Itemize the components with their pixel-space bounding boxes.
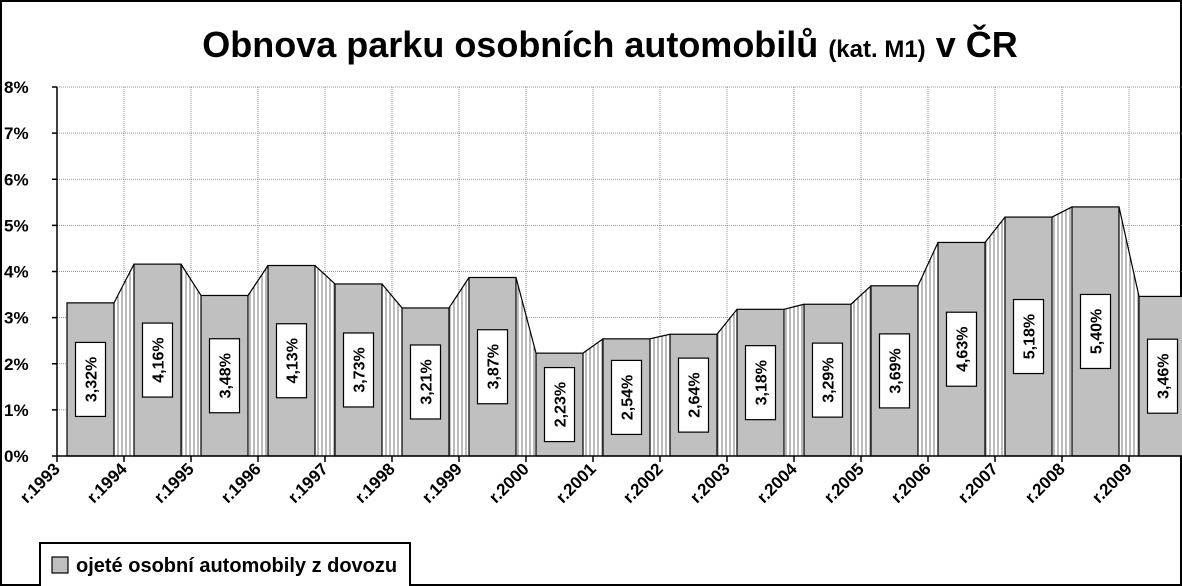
series-line xyxy=(448,277,470,309)
value-label-box xyxy=(141,322,174,398)
value-label-box xyxy=(1012,298,1045,375)
value-label-box xyxy=(610,359,643,436)
bar xyxy=(200,294,249,457)
series-line xyxy=(515,277,537,354)
value-label: 3,48% xyxy=(218,353,235,398)
gap-fill xyxy=(1119,206,1139,456)
gap-fill xyxy=(985,217,1005,456)
value-label: 2,23% xyxy=(553,382,570,427)
gap-fill xyxy=(851,285,871,456)
series-line xyxy=(649,333,671,340)
gap-fill xyxy=(650,334,670,456)
value-label: 5,40% xyxy=(1089,309,1106,354)
legend-box xyxy=(39,542,411,586)
y-tick-label: 1% xyxy=(4,401,29,420)
value-label: 3,29% xyxy=(821,357,838,402)
series-line xyxy=(381,283,403,309)
title-main: Obnova parku osobních automobilů xyxy=(202,24,818,65)
value-label-box xyxy=(744,345,777,421)
series-line xyxy=(716,308,738,335)
value-label: 2,64% xyxy=(687,372,704,417)
gap-fill xyxy=(918,242,938,456)
value-label-box xyxy=(74,341,107,418)
value-label-box xyxy=(342,332,375,408)
gap-fill xyxy=(516,277,536,456)
y-tick-label: 5% xyxy=(4,216,29,235)
series-line xyxy=(180,263,202,296)
value-label: 4,63% xyxy=(955,327,972,372)
value-label-box xyxy=(543,366,576,443)
series-line xyxy=(314,265,336,285)
y-tick-label: 7% xyxy=(4,124,29,143)
y-tick-label: 2% xyxy=(4,355,29,374)
gap-fill xyxy=(248,265,268,456)
value-label-box xyxy=(275,323,308,399)
series-line xyxy=(783,303,805,310)
y-tick-label: 4% xyxy=(4,263,29,282)
series-line xyxy=(1118,206,1140,297)
gap-fill xyxy=(114,264,134,456)
legend-swatch xyxy=(51,556,69,574)
value-label-box xyxy=(677,357,710,433)
gap-fill xyxy=(181,264,201,456)
value-label: 3,69% xyxy=(888,348,905,393)
series-line xyxy=(1051,206,1073,218)
y-tick-label: 8% xyxy=(4,78,29,97)
value-label: 3,18% xyxy=(754,360,771,405)
gap-fill xyxy=(784,304,804,456)
value-label-box xyxy=(208,338,241,414)
gap-fill xyxy=(583,338,603,456)
y-tick-label: 3% xyxy=(4,309,29,328)
title-note: (kat. M1) xyxy=(828,36,925,63)
gap-fill xyxy=(382,283,402,456)
series-line xyxy=(850,285,872,305)
value-label: 4,13% xyxy=(285,338,302,383)
legend-label: ojeté osobní automobily z dovozu xyxy=(76,555,397,577)
series-line xyxy=(984,216,1006,243)
y-tick-label: 0% xyxy=(4,447,29,466)
series-line xyxy=(247,265,269,296)
value-label-box xyxy=(409,344,442,420)
plot-area: 0%1%2%3%4%5%6%7%8%3,32%r.19934,16%r.1994… xyxy=(4,78,1182,507)
gap-fill xyxy=(449,277,469,456)
value-label-box xyxy=(811,342,844,418)
chart-title: Obnova parku osobních automobilů (kat. M… xyxy=(202,23,1017,65)
gap-fill xyxy=(315,265,335,456)
series-line xyxy=(113,263,135,304)
gap-fill xyxy=(1052,206,1072,456)
value-label: 2,54% xyxy=(620,375,637,420)
series-line xyxy=(917,242,939,287)
gap-fill xyxy=(717,309,737,456)
value-label-box xyxy=(1146,338,1179,414)
y-tick-label: 6% xyxy=(4,170,29,189)
value-label: 3,21% xyxy=(419,359,436,404)
value-label-box xyxy=(945,311,978,387)
value-label-box xyxy=(476,329,509,405)
value-label: 5,18% xyxy=(1022,314,1039,359)
value-label: 3,46% xyxy=(1156,354,1173,399)
value-label-box xyxy=(878,333,911,409)
value-label: 4,16% xyxy=(151,337,168,382)
value-label: 3,87% xyxy=(486,344,503,389)
title-suffix: v ČR xyxy=(936,23,1018,65)
value-label: 3,32% xyxy=(84,357,101,402)
value-label-box xyxy=(1079,293,1112,370)
value-label: 3,73% xyxy=(352,347,369,392)
series-line xyxy=(582,338,604,354)
